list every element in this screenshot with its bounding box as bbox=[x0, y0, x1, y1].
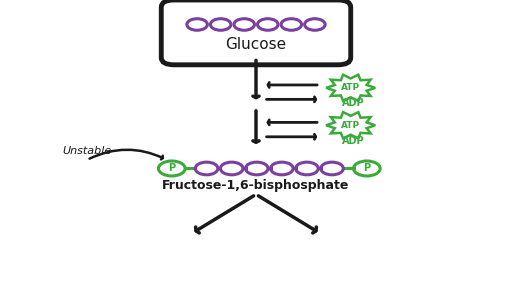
Polygon shape bbox=[326, 75, 375, 101]
Text: Unstable: Unstable bbox=[62, 146, 112, 156]
Polygon shape bbox=[326, 112, 375, 139]
Text: P: P bbox=[364, 164, 370, 173]
Text: ADP: ADP bbox=[342, 136, 365, 145]
Text: ADP: ADP bbox=[342, 98, 365, 108]
Text: Glucose: Glucose bbox=[225, 37, 287, 52]
Text: Fructose-1,6-bisphosphate: Fructose-1,6-bisphosphate bbox=[162, 179, 350, 192]
FancyBboxPatch shape bbox=[161, 0, 351, 65]
Text: ATP: ATP bbox=[341, 83, 360, 92]
Text: P: P bbox=[168, 164, 175, 173]
Text: ATP: ATP bbox=[341, 121, 360, 130]
